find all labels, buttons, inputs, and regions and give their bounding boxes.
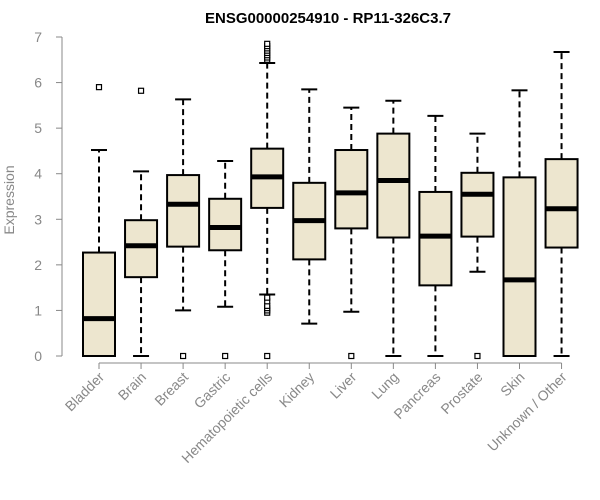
boxes-group (82, 40, 579, 360)
outlier-point (180, 352, 187, 360)
box-iqr (334, 149, 369, 230)
box-iqr (166, 174, 201, 248)
y-tick-label: 6 (34, 75, 42, 91)
outlier-point (264, 294, 271, 301)
box-iqr (502, 176, 537, 357)
outlier-point (264, 352, 271, 360)
box-skin (502, 89, 537, 357)
outlier-point (222, 352, 229, 360)
y-tick-label: 3 (34, 211, 42, 227)
x-tick-label: Unknown / Other (484, 369, 570, 455)
outlier-point (95, 84, 103, 91)
y-tick-label: 1 (34, 302, 42, 318)
box-liver (334, 106, 369, 360)
box-breast (166, 98, 201, 360)
x-tick-label: Pancreas (390, 369, 443, 422)
y-axis-label: Expression (1, 165, 17, 234)
y-tick-label: 2 (34, 257, 42, 273)
box-gastric (208, 159, 243, 360)
box-pancreas (418, 114, 453, 357)
outlier-point (348, 352, 355, 360)
outlier-point (137, 87, 145, 94)
box-brain (124, 87, 159, 357)
y-axis: 0 1 2 3 4 5 6 7 (34, 29, 63, 364)
y-tick-label: 5 (34, 120, 42, 136)
y-tick-label: 7 (34, 29, 42, 45)
x-tick-label: Lung (368, 369, 401, 402)
box-lung (376, 99, 411, 357)
box-iqr (460, 171, 495, 238)
x-tick-label: Breast (151, 369, 191, 409)
y-tick-label: 0 (34, 348, 42, 364)
box-iqr (208, 197, 243, 252)
box-kidney (292, 88, 327, 325)
outlier-point (474, 352, 481, 360)
box-prostate (460, 132, 495, 360)
box-unknown-other (544, 51, 579, 357)
x-tick-label: Brain (115, 369, 149, 403)
x-tick-label: Kidney (276, 369, 318, 411)
box-hematopoietic-cells (250, 40, 285, 360)
x-tick-label: Liver (327, 369, 360, 402)
y-tick-label: 4 (34, 166, 42, 182)
box-iqr (544, 158, 579, 249)
chart-title: ENSG00000254910 - RP11-326C3.7 (205, 10, 451, 27)
box-bladder (82, 84, 116, 357)
x-tick-label: Skin (497, 369, 528, 400)
box-iqr (376, 132, 411, 239)
box-iqr (124, 219, 159, 279)
box-iqr (418, 190, 453, 287)
box-iqr (82, 251, 116, 357)
outlier-point (264, 40, 271, 47)
x-tick-label: Prostate (437, 369, 485, 417)
x-tick-label: Bladder (62, 369, 108, 415)
